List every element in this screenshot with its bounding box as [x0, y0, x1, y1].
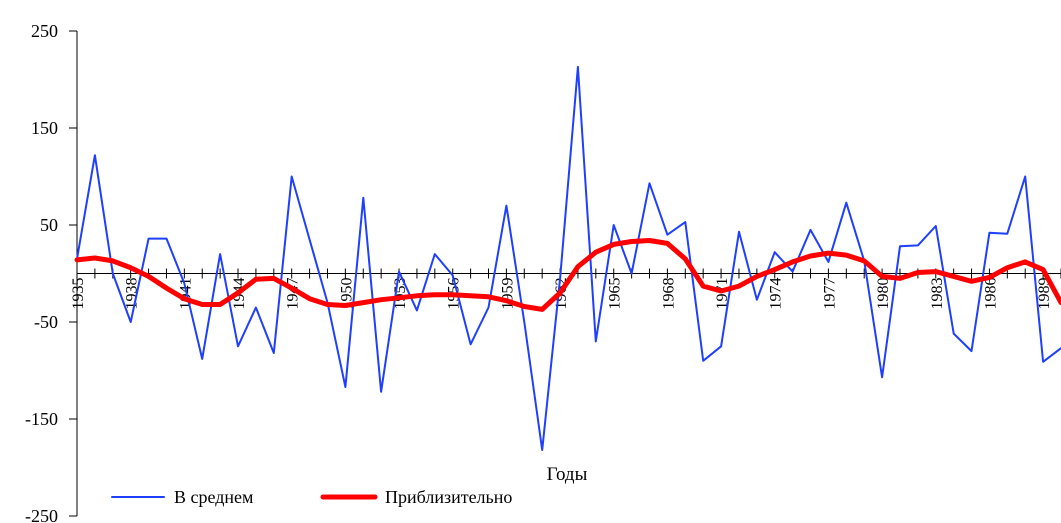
x-tick-label: 1971: [714, 278, 731, 310]
series-lines: [74, 65, 1061, 451]
y-tick-label: -250: [25, 506, 58, 523]
x-tick-label: 1977: [821, 278, 838, 310]
x-tick-label: 1965: [607, 278, 624, 310]
x-tick-label: 1980: [875, 278, 892, 310]
x-tick-label: 1938: [124, 278, 141, 310]
y-tick-labels: 250 150 50 -50 -150 -250: [25, 21, 58, 523]
x-tick-label: 1989: [1036, 278, 1053, 310]
x-tick-label: 1986: [982, 278, 999, 310]
x-tick-label: 1983: [929, 278, 946, 310]
y-tick-label: -50: [34, 312, 58, 332]
x-tick-label: 1950: [338, 278, 355, 310]
y-axis: [69, 30, 78, 517]
y-tick-label: 50: [40, 215, 58, 235]
legend-label-average: В среднем: [174, 487, 253, 507]
x-tick-label: 1935: [70, 278, 87, 310]
series-line-approximate: [74, 238, 1061, 312]
legend-label-approximate: Приблизительно: [385, 487, 512, 507]
x-axis-title: Годы: [547, 464, 588, 485]
y-tick-label: 250: [31, 21, 58, 41]
series-line-average: [76, 65, 1061, 451]
y-tick-label: -150: [25, 409, 58, 429]
x-tick-label: 1968: [660, 278, 677, 310]
x-tick-label: 1974: [768, 278, 785, 310]
y-tick-label: 150: [31, 118, 58, 138]
legend: В среднем Приблизительно: [111, 487, 512, 507]
